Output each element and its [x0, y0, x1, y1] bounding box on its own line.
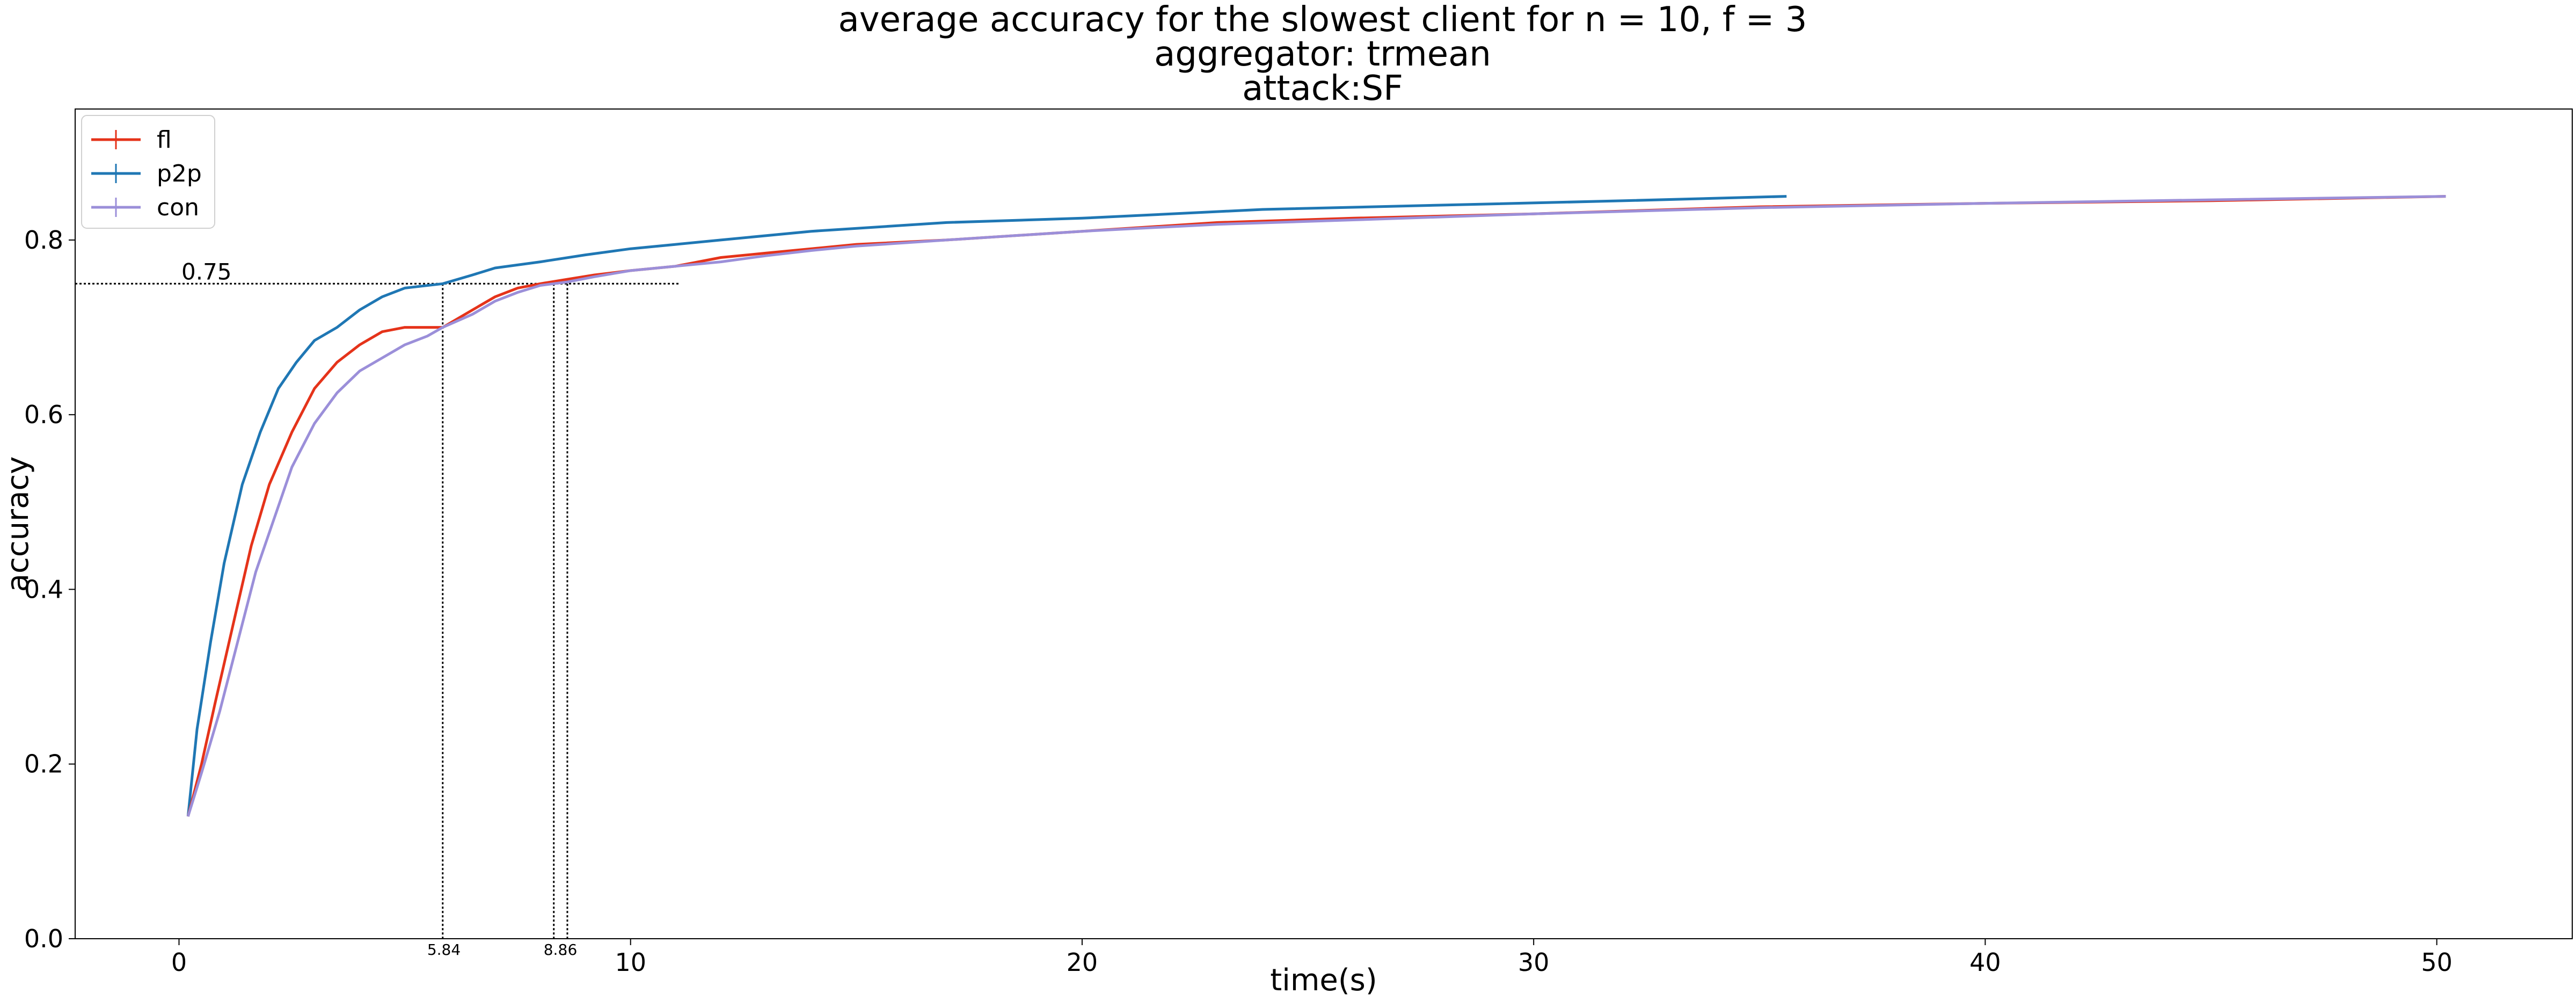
title-line: average accuracy for the slowest client … — [838, 0, 1807, 40]
series-line-fl — [186, 195, 2446, 817]
series-line-p2p — [186, 195, 1787, 817]
legend-label-p2p: p2p — [157, 160, 202, 187]
y-axis: 0.0 0.2 0.4 0.6 0.8 — [24, 226, 75, 953]
chart-title: average accuracy for the slowest client … — [838, 0, 1807, 108]
plot-frame — [75, 108, 2573, 939]
title-line: attack:SF — [1242, 69, 1403, 108]
legend: fl p2p con — [81, 115, 215, 229]
plot-area: 0.75 5.84 8.8.6 — [75, 108, 2573, 959]
threshold-label: 0.75 — [181, 258, 232, 285]
y-tick-label: 0.4 — [24, 575, 63, 604]
vertical-marker-label: 5.84 — [427, 941, 461, 959]
x-axis: 0 10 20 30 40 50 — [171, 939, 2453, 977]
title-line: aggregator: trmean — [1154, 34, 1491, 74]
x-tick-label: 40 — [1969, 948, 2001, 977]
x-tick-label: 30 — [1518, 948, 1550, 977]
vertical-marker-label: .6 — [563, 941, 578, 959]
y-tick-label: 0.8 — [24, 226, 63, 255]
y-axis-label: accuracy — [1, 456, 35, 592]
x-tick-label: 0 — [171, 948, 187, 977]
x-tick-label: 50 — [2421, 948, 2453, 977]
x-tick-label: 10 — [615, 948, 646, 977]
legend-label-con: con — [157, 194, 199, 221]
y-tick-label: 0.2 — [24, 750, 63, 779]
x-tick-label: 20 — [1067, 948, 1098, 977]
x-axis-label: time(s) — [1270, 963, 1377, 998]
legend-box — [81, 115, 215, 229]
legend-label-fl: fl — [157, 126, 172, 154]
y-tick-label: 0.0 — [24, 924, 63, 953]
series-line-con — [186, 195, 2446, 817]
vertical-marker-label: 8.8 — [544, 941, 568, 959]
y-tick-label: 0.6 — [24, 400, 63, 429]
